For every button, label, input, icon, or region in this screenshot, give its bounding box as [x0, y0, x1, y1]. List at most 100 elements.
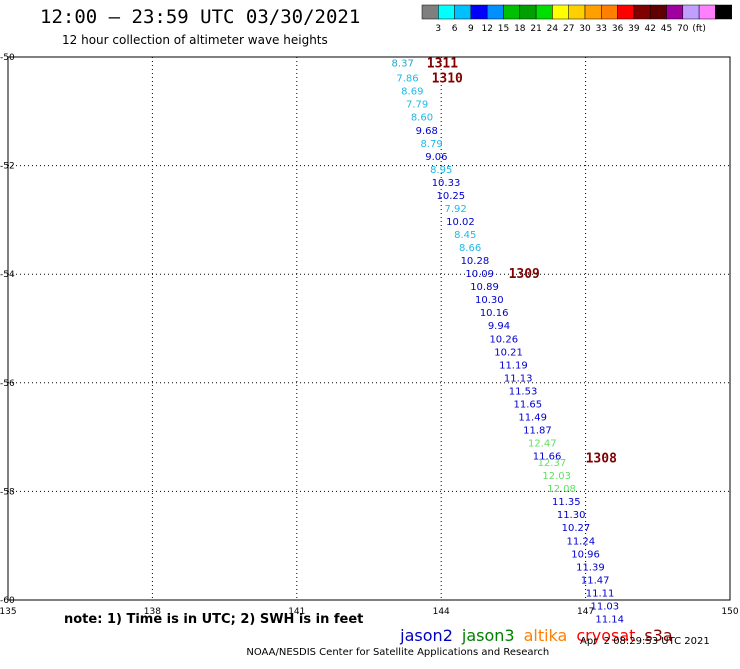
swh-label: 12.03 — [542, 471, 571, 482]
y-tick-label: -56 — [0, 379, 15, 389]
legend-s3a: s3a — [644, 626, 673, 645]
orbit-number: 1310 — [432, 72, 463, 87]
colorbar-label: 21 — [530, 24, 541, 34]
swh-label: 12.37 — [538, 458, 567, 469]
x-tick-label: 141 — [288, 607, 305, 617]
colorbar-swatch — [519, 4, 537, 20]
legend-jason3: jason3 — [461, 626, 515, 645]
colorbar-label: 30 — [579, 24, 591, 34]
orbit-number: 1308 — [586, 452, 617, 467]
colorbar-swatch — [682, 4, 700, 20]
swh-label: 11.49 — [518, 412, 547, 423]
swh-label: 7.86 — [396, 74, 418, 85]
colorbar-label: 12 — [481, 24, 492, 34]
colorbar-swatch — [470, 4, 488, 20]
colorbar-swatch — [486, 4, 504, 20]
orbit-number: 1311 — [427, 56, 458, 71]
colorbar-label: 36 — [612, 24, 624, 34]
x-tick-label: 138 — [144, 607, 161, 617]
colorbar-swatch — [421, 4, 439, 20]
swh-label: 11.53 — [509, 386, 538, 397]
grid-lines — [8, 57, 730, 600]
x-tick-label: 150 — [721, 607, 738, 617]
swh-label: 11.11 — [586, 588, 615, 599]
legend-altika: altika — [523, 626, 568, 645]
colorbar-label: 33 — [596, 24, 607, 34]
colorbar-label: 42 — [644, 24, 655, 34]
colorbar-swatch — [633, 4, 651, 20]
swh-label: 10.25 — [437, 191, 466, 202]
swh-label: 10.16 — [480, 308, 509, 319]
footer-timestamp: Apr 2 08:29:53 UTC 2021 — [580, 636, 710, 647]
colorbar-swatch — [584, 4, 602, 20]
colorbar-label: 9 — [468, 24, 474, 34]
swh-label: 11.39 — [576, 562, 605, 573]
swh-label: 10.30 — [475, 295, 504, 306]
x-tick-label: 147 — [577, 607, 594, 617]
swh-label: 10.89 — [470, 282, 499, 293]
colorbar-swatch — [666, 4, 684, 20]
colorbar-swatch — [552, 4, 569, 20]
swh-labels: 8.37 7.86 8.69 7.79 8.60 9.68 8.79 9.06 8.95 10.3… — [392, 58, 624, 625]
swh-label: 11.87 — [523, 425, 552, 436]
colorbar-label: 15 — [498, 24, 509, 34]
swh-label: 8.69 — [401, 87, 423, 98]
colorbar-label: 27 — [563, 24, 574, 34]
colorbar-label: 39 — [628, 24, 640, 34]
swh-label: 12.08 — [547, 484, 576, 495]
swh-label: 11.14 — [595, 614, 624, 625]
footer-credit: NOAA/NESDIS Center for Satellite Applica… — [246, 647, 550, 658]
colorbar-swatch — [715, 4, 732, 20]
colorbar-swatch — [617, 4, 635, 20]
colorbar-swatch — [568, 4, 586, 20]
satellite-legend: jason2 jason3 altika cryosat s3a — [390, 607, 682, 645]
swh-label: 8.45 — [454, 230, 476, 241]
swh-label: 10.28 — [461, 256, 490, 267]
y-tick-labels: -50 -52 -54 -56 -58 -60 — [0, 53, 15, 606]
colorbar-swatch — [454, 4, 472, 20]
x-tick-label: 135 — [0, 607, 17, 617]
colorbar — [421, 4, 732, 20]
y-tick-label: -50 — [0, 53, 15, 63]
y-tick-label: -54 — [0, 270, 15, 280]
swh-label: 10.26 — [489, 334, 518, 345]
swh-label: 10.09 — [465, 269, 494, 280]
plot-frame — [7, 56, 731, 601]
chart-title: 12:00 – 23:59 UTC 03/30/2021 — [40, 6, 361, 28]
units-note: note: 1) Time is in UTC; 2) SWH is in fe… — [64, 612, 364, 627]
swh-label: 11.13 — [504, 373, 533, 384]
x-tick-label: 144 — [433, 607, 450, 617]
colorbar-swatch — [438, 4, 455, 20]
colorbar-label: 45 — [661, 24, 672, 34]
colorbar-swatch — [503, 4, 521, 20]
swh-label: 8.95 — [430, 165, 452, 176]
altimeter-chart: 3 6 9 12 15 18 21 24 27 30 33 36 39 42 45 70 (ft) -50-52… — [0, 4, 739, 625]
colorbar-swatch — [649, 4, 667, 20]
swh-label: 10.02 — [446, 217, 475, 228]
footer: NOAA/NESDIS Center for Satellite Applica… — [240, 636, 709, 669]
colorbar-label: 18 — [514, 24, 526, 34]
swh-label: 8.60 — [411, 113, 433, 124]
legend-cryosat: cryosat — [576, 626, 636, 645]
swh-label: 9.06 — [425, 152, 447, 163]
swh-label: 11.30 — [557, 510, 586, 521]
colorbar-labels: 3 6 9 12 15 18 21 24 27 30 33 36 39 42 45 70 (ft) — [435, 24, 705, 34]
swh-label: 11.65 — [514, 399, 543, 410]
swh-label: 11.24 — [566, 536, 595, 547]
swh-label: 8.79 — [420, 139, 442, 150]
chart-subtitle: 12 hour collection of altimeter wave hei… — [62, 33, 328, 47]
legend-jason2: jason2 — [400, 626, 453, 645]
swh-label: 7.79 — [406, 100, 428, 111]
swh-label: 12.47 — [528, 439, 557, 450]
colorbar-label: (ft) — [692, 24, 706, 34]
orbit-number: 1309 — [509, 267, 540, 282]
y-tick-label: -58 — [0, 487, 15, 497]
colorbar-swatch — [698, 4, 716, 20]
y-tick-label: -60 — [0, 596, 15, 606]
colorbar-label: 70 — [677, 24, 689, 34]
swh-label: 11.03 — [591, 601, 620, 612]
colorbar-swatch — [601, 4, 618, 20]
y-tick-label: -52 — [0, 162, 15, 172]
swh-label: 9.68 — [416, 126, 438, 137]
swh-label: 10.33 — [432, 178, 461, 189]
